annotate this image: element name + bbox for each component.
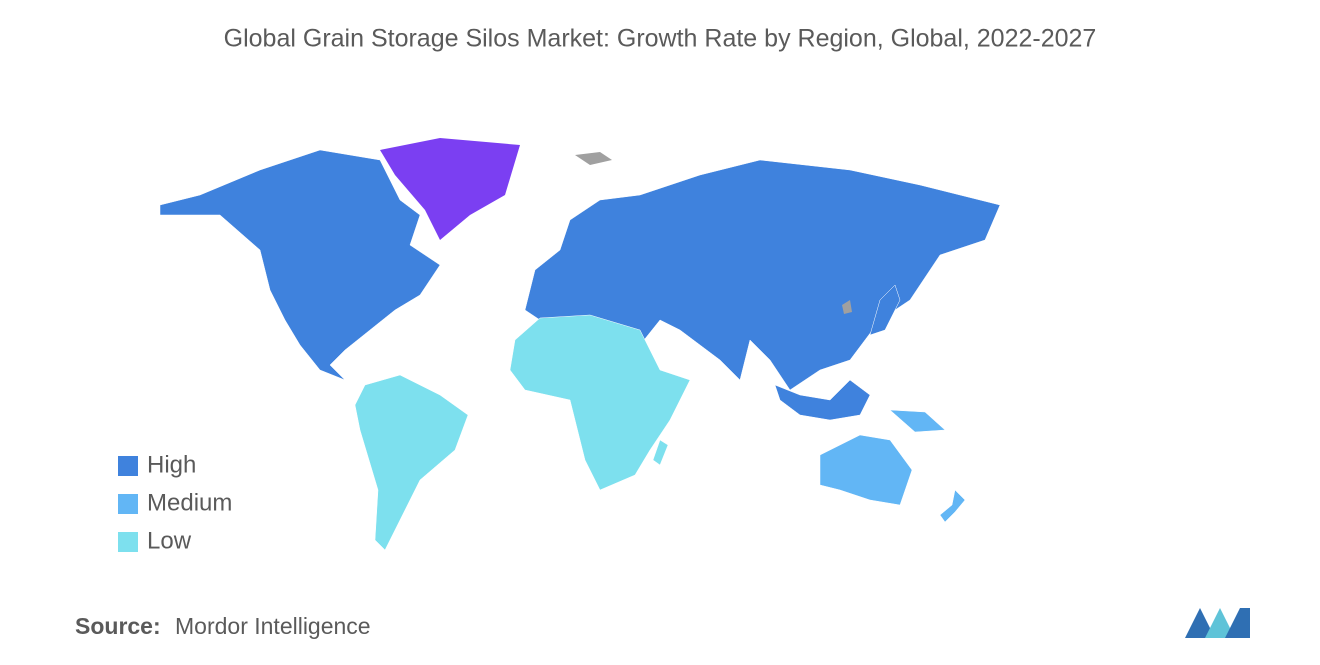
region-australia (819, 434, 913, 506)
logo (1185, 608, 1250, 638)
title: Global Grain Storage Silos Market: Growt… (224, 25, 1097, 53)
source-label: Source: (75, 613, 161, 639)
region-new-zealand (939, 489, 966, 523)
legend-swatch (118, 494, 138, 514)
legend-swatch (118, 532, 138, 552)
region-new-guinea (889, 409, 946, 433)
legend-label: Low (147, 527, 192, 554)
map (159, 138, 1001, 551)
source-text: Mordor Intelligence (175, 613, 371, 639)
region-se-asia (774, 379, 871, 421)
legend-swatch (118, 456, 138, 476)
region-africa (509, 314, 691, 491)
legend-label: High (147, 451, 196, 478)
region-south-america (354, 374, 469, 551)
legend-label: Medium (147, 489, 232, 516)
legend: High Medium Low (118, 451, 232, 554)
region-north-america (159, 149, 441, 381)
region-greenland (380, 138, 520, 240)
region-japan (869, 284, 901, 336)
region-eurasia (524, 159, 1001, 391)
region-madagascar (652, 439, 669, 466)
